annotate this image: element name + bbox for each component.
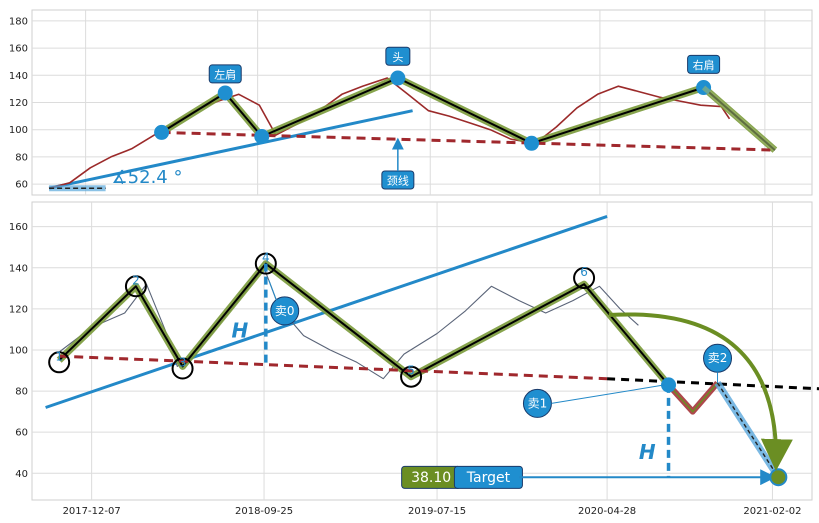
- y-tick-label: 80: [15, 152, 28, 163]
- y-tick-label: 120: [9, 304, 28, 315]
- sell1-pointer: [551, 384, 665, 404]
- x-tick-label: 2021-02-02: [743, 506, 801, 517]
- y-tick-label: 60: [15, 428, 28, 439]
- y-tick-label: 100: [9, 125, 28, 136]
- target-marker: [769, 468, 788, 487]
- projected-segment: [701, 85, 777, 152]
- height-label: H: [639, 440, 656, 464]
- height-label: H: [231, 319, 248, 343]
- pattern-point-marker: [154, 124, 170, 140]
- pattern-point-marker: [390, 70, 406, 86]
- annotation-label: 38.10: [411, 470, 451, 486]
- numbered-point-circle: [171, 357, 194, 380]
- price-series-line: [58, 267, 639, 380]
- bottom-chart-panel: 40 60 80 100 120 140 160 2017-12-07 2018-09-25 20…: [9, 201, 819, 517]
- numbered-point-circle: [573, 267, 596, 290]
- pattern-point-marker: [217, 85, 233, 101]
- sell-point-label: 卖0: [275, 304, 295, 318]
- numbered-point-circle: [254, 252, 277, 275]
- numbered-point-label: 1: [55, 349, 63, 363]
- annotation-box: [208, 64, 242, 84]
- numbered-point-label: 2: [132, 273, 140, 287]
- x-tick-label: 2020-04-28: [578, 506, 636, 517]
- numbered-point-circle: [400, 365, 423, 388]
- pattern-point-marker: [254, 129, 270, 145]
- y-tick-label: 140: [9, 71, 28, 82]
- annotation-label: 左肩: [214, 67, 236, 81]
- neckline: [161, 130, 775, 152]
- y-tick-label: 40: [15, 469, 28, 480]
- y-tick-label: 160: [9, 222, 28, 233]
- annotation-box: [687, 54, 721, 74]
- y-tick-label: 80: [15, 387, 28, 398]
- numbered-point-circle: [124, 275, 147, 298]
- y-tick-label: 140: [9, 263, 28, 274]
- annotation-label: 右肩: [693, 58, 715, 72]
- sell0-pointer: [268, 279, 278, 302]
- x-tick-label: 2018-09-25: [235, 506, 293, 517]
- y-tick-label: 180: [9, 16, 28, 27]
- numbered-point-label: 5: [407, 364, 415, 378]
- annotation-label: 头: [392, 51, 403, 64]
- y-tick-label: 160: [9, 44, 28, 55]
- annotation-box: [385, 46, 411, 66]
- angle-label: ∡52.4 °: [112, 167, 183, 188]
- pattern-point-marker: [524, 135, 540, 151]
- numbered-point-label: 4: [262, 251, 270, 265]
- sell-point-label: 卖1: [528, 396, 548, 410]
- annotation-label: 颈线: [387, 174, 409, 188]
- x-tick-label: 2019-07-15: [408, 506, 466, 517]
- breakout-marker: [661, 377, 677, 393]
- annotation-label: Target: [466, 470, 511, 486]
- sell-point-circle: [270, 296, 300, 326]
- neckline: [59, 354, 608, 381]
- numbered-point-label: 6: [580, 265, 588, 279]
- y-tick-label: 60: [15, 180, 28, 191]
- x-tick-label: 2017-12-07: [63, 506, 121, 517]
- sell-point-label: 卖2: [708, 351, 728, 365]
- y-tick-label: 120: [9, 98, 28, 109]
- y-tick-label: 100: [9, 345, 28, 356]
- projection-curve-arrow: [608, 312, 793, 472]
- trendline: [48, 109, 413, 190]
- plot-area: [31, 201, 813, 501]
- numbered-point-label: 3: [179, 355, 187, 369]
- numbered-point-circle: [48, 351, 71, 374]
- retest-core: [667, 382, 719, 413]
